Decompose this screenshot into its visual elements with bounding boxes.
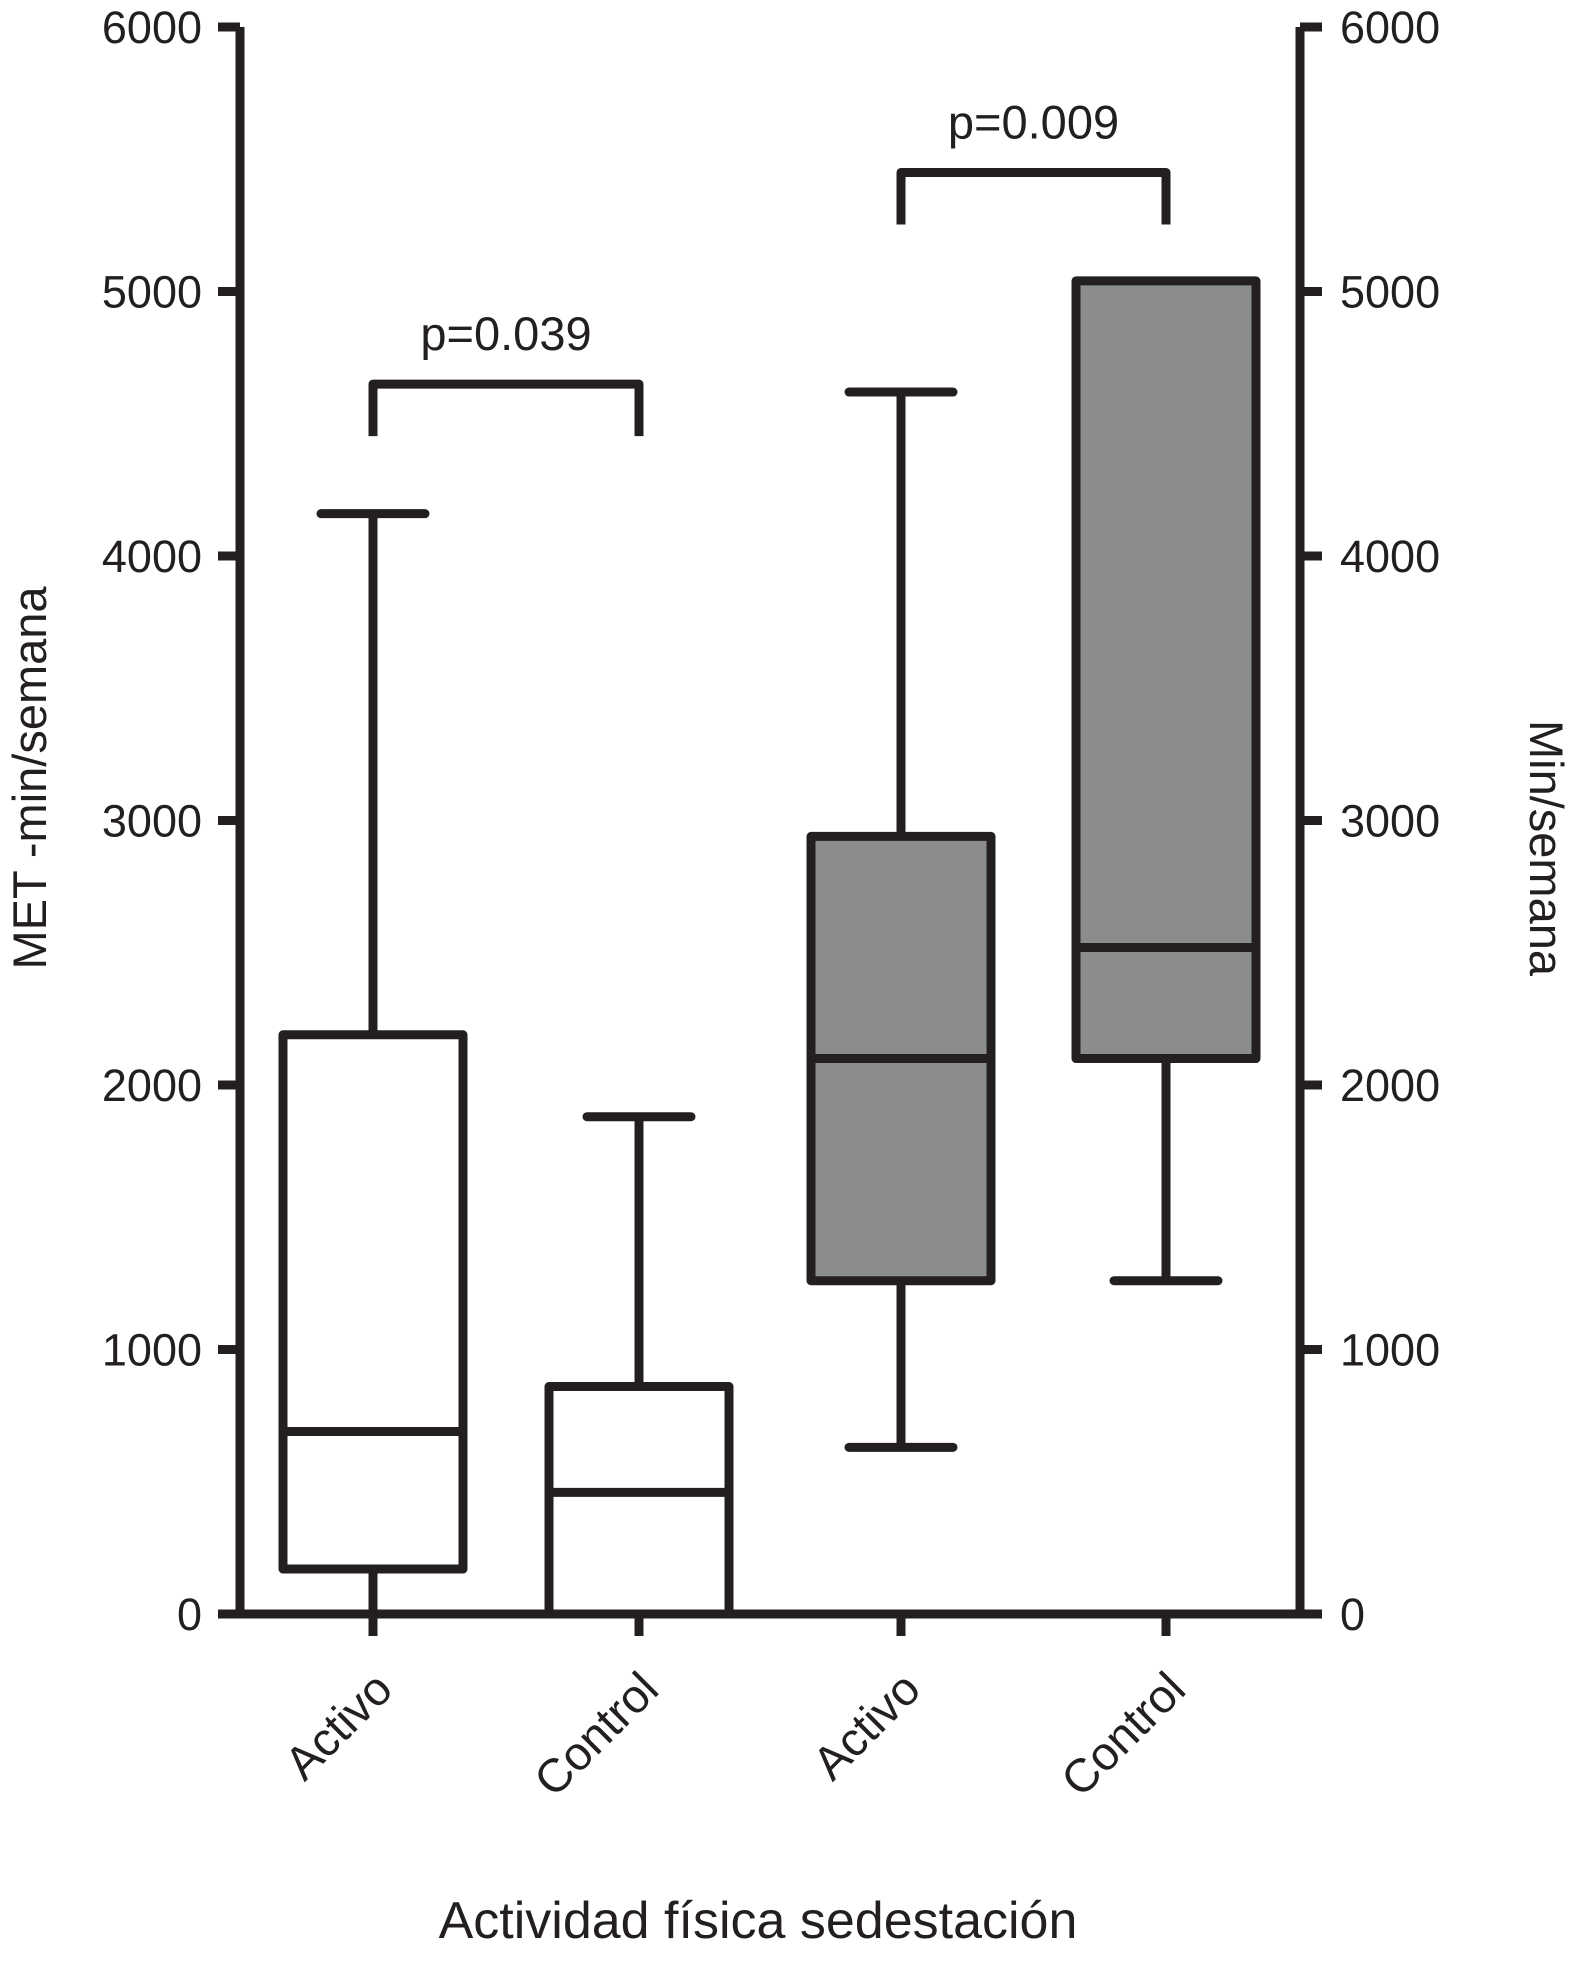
box-body <box>278 1030 468 1574</box>
x-axis-label: Actividad física sedestación <box>439 1892 1078 1950</box>
y2-tick-label: 0 <box>1340 1589 1365 1640</box>
comparison-bracket-1: p=0.039 <box>368 307 644 437</box>
y-tick-label: 6000 <box>102 2 202 53</box>
y2-tick-label: 4000 <box>1340 531 1440 582</box>
x-tick-label: Control <box>1050 1662 1195 1807</box>
x-tick-label: Activo <box>274 1662 402 1790</box>
y-axis-label: MET -min/semana <box>3 586 56 970</box>
box-3 <box>806 387 996 1452</box>
bracket-line <box>896 167 1171 225</box>
y2-tick-label: 3000 <box>1340 796 1440 847</box>
y-tick-label: 5000 <box>102 267 202 318</box>
x-tick-label: Control <box>523 1662 668 1807</box>
comparison-bracket-2: p=0.009 <box>896 95 1171 225</box>
box-4 <box>1071 276 1261 1286</box>
p-value-label: p=0.039 <box>420 307 591 360</box>
significance-annotations: p=0.039 p=0.009 <box>368 95 1171 437</box>
y2-axis-label: Min/semana <box>1520 720 1572 977</box>
box-body <box>544 1382 734 1619</box>
axis-labels: MET -min/semana Min/semana Actividad fís… <box>3 586 1572 1950</box>
y2-tick-label: 6000 <box>1340 2 1440 53</box>
y-tick-label: 1000 <box>102 1325 202 1376</box>
bracket-line <box>368 379 644 437</box>
y-tick-label: 0 <box>177 1589 202 1640</box>
y-tick-label: 2000 <box>102 1060 202 1111</box>
box-plots <box>278 276 1261 1619</box>
y2-tick-label: 1000 <box>1340 1325 1440 1376</box>
y-tick-label: 4000 <box>102 531 202 582</box>
p-value-label: p=0.009 <box>948 95 1119 148</box>
x-tick-label: Activo <box>802 1662 930 1790</box>
box-1 <box>278 509 468 1614</box>
y2-tick-label: 2000 <box>1340 1060 1440 1111</box>
box-body <box>1071 276 1261 1064</box>
y2-tick-label: 5000 <box>1340 267 1440 318</box>
box-2 <box>544 1112 734 1619</box>
y-tick-label: 3000 <box>102 796 202 847</box>
